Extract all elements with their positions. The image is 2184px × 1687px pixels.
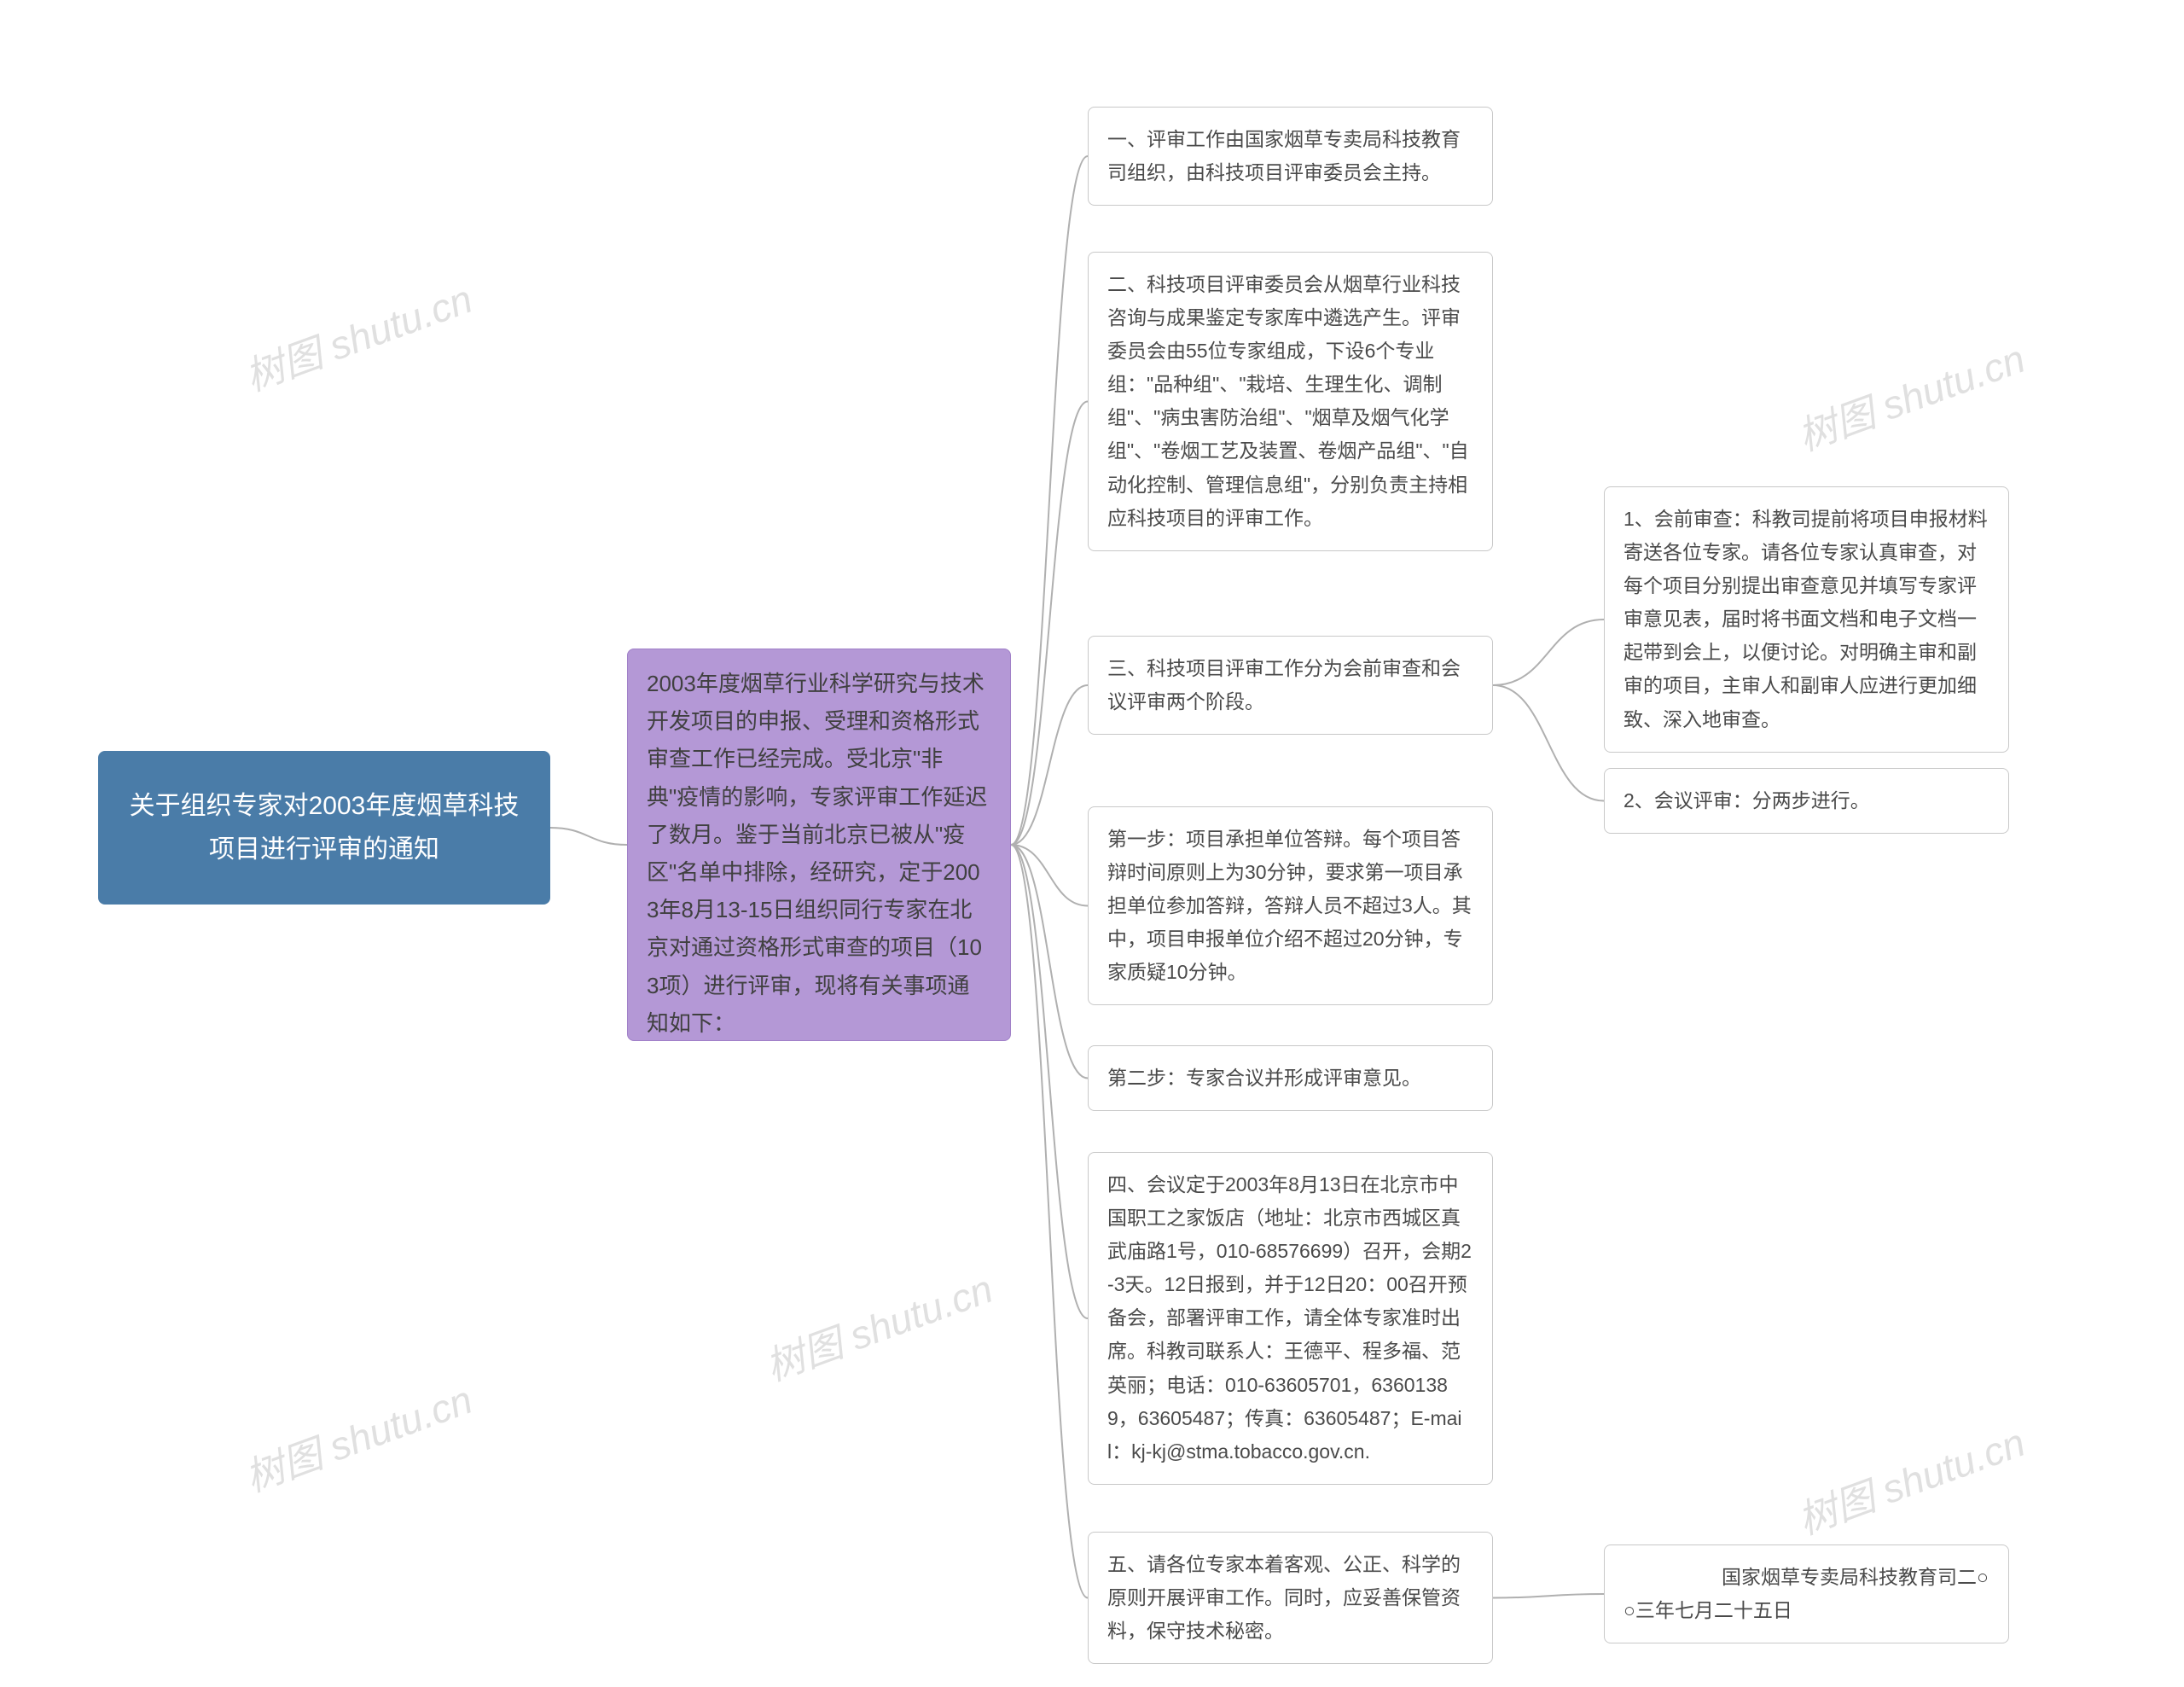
node-text: 一、评审工作由国家烟草专卖局科技教育司组织，由科技项目评审委员会主持。 [1107,128,1461,183]
watermark: 树图 shutu.cn [757,1258,999,1392]
mindmap-item-node[interactable]: 三、科技项目评审工作分为会前审查和会议评审两个阶段。 [1088,636,1493,735]
mindmap-item-node[interactable]: 五、请各位专家本着客观、公正、科学的原则开展评审工作。同时，应妥善保管资料，保守… [1088,1532,1493,1664]
watermark: 树图 shutu.cn [1789,1411,2031,1545]
watermark: 树图 shutu.cn [236,268,479,402]
mindmap-item-node[interactable]: 二、科技项目评审委员会从烟草行业科技咨询与成果鉴定专家库中遴选产生。评审委员会由… [1088,252,1493,551]
node-text: 1、会前审查：科教司提前将项目申报材料寄送各位专家。请各位专家认真审查，对每个项… [1623,508,1988,730]
mindmap-context-node[interactable]: 2003年度烟草行业科学研究与技术开发项目的申报、受理和资格形式审查工作已经完成… [627,649,1011,1041]
mindmap-item-node[interactable]: 第一步：项目承担单位答辩。每个项目答辩时间原则上为30分钟，要求第一项目承担单位… [1088,806,1493,1005]
node-text: 三、科技项目评审工作分为会前审查和会议评审两个阶段。 [1107,657,1461,713]
node-text: 五、请各位专家本着客观、公正、科学的原则开展评审工作。同时，应妥善保管资料，保守… [1107,1553,1461,1642]
node-text: 四、会议定于2003年8月13日在北京市中国职工之家饭店（地址：北京市西城区真武… [1107,1173,1472,1463]
mindmap-subitem-node[interactable]: 1、会前审查：科教司提前将项目申报材料寄送各位专家。请各位专家认真审查，对每个项… [1604,486,2009,753]
root-title: 关于组织专家对2003年度烟草科技项目进行评审的通知 [117,784,531,871]
mindmap-item-node[interactable]: 一、评审工作由国家烟草专卖局科技教育司组织，由科技项目评审委员会主持。 [1088,107,1493,206]
watermark: 树图 shutu.cn [1789,328,2031,462]
watermark: 树图 shutu.cn [236,1369,479,1503]
node-text: 第一步：项目承担单位答辩。每个项目答辩时间原则上为30分钟，要求第一项目承担单位… [1107,828,1472,983]
mindmap-subitem-node[interactable]: 2、会议评审：分两步进行。 [1604,768,2009,834]
node-text: 2、会议评审：分两步进行。 [1623,789,1870,812]
node-text: 第二步：专家合议并形成评审意见。 [1107,1067,1421,1089]
node-text: 国家烟草专卖局科技教育司二○○三年七月二十五日 [1623,1566,1989,1621]
node-text: 二、科技项目评审委员会从烟草行业科技咨询与成果鉴定专家库中遴选产生。评审委员会由… [1107,273,1469,529]
mindmap-root-node[interactable]: 关于组织专家对2003年度烟草科技项目进行评审的通知 [98,751,550,905]
mindmap-item-node[interactable]: 第二步：专家合议并形成评审意见。 [1088,1045,1493,1111]
context-text: 2003年度烟草行业科学研究与技术开发项目的申报、受理和资格形式审查工作已经完成… [647,671,987,1036]
mindmap-item-node[interactable]: 四、会议定于2003年8月13日在北京市中国职工之家饭店（地址：北京市西城区真武… [1088,1152,1493,1485]
mindmap-subitem-node[interactable]: 国家烟草专卖局科技教育司二○○三年七月二十五日 [1604,1544,2009,1643]
